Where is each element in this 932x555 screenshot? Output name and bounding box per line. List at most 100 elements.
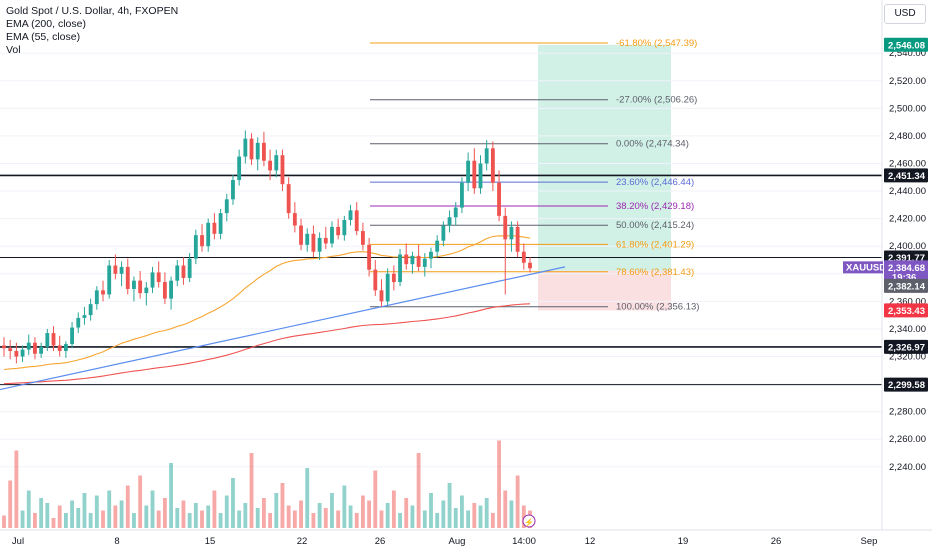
candle-body — [317, 237, 322, 252]
time-axis: Jul 8 15 22 26 Aug 14:00 12 19 26 Sep ⚡ — [0, 514, 932, 547]
target-price-tag — [884, 37, 928, 52]
volume-bar — [33, 513, 37, 528]
price-tick-label: 2,420.00 — [889, 214, 926, 225]
volume-bar — [379, 510, 384, 528]
candle-body — [70, 327, 74, 345]
legend-ema200[interactable]: EMA (200, close) — [6, 18, 86, 30]
candle-body — [515, 226, 520, 252]
volume-bar — [515, 475, 520, 528]
volume-bars — [2, 440, 532, 528]
candle-body — [63, 344, 68, 351]
volume-bar — [261, 498, 266, 528]
ema55-line — [3, 235, 531, 371]
volume-bar — [181, 500, 186, 528]
volume-bar — [14, 450, 19, 528]
stop-price-tag-text: 2,353.43 — [888, 306, 925, 317]
candle-body — [398, 254, 402, 283]
candle-body — [82, 315, 87, 318]
fib-label: 61.80% (2,401.29) — [616, 239, 694, 250]
price-tick-label: 2,520.00 — [889, 76, 926, 87]
candle-body — [422, 258, 427, 267]
candle-body — [354, 210, 359, 232]
candle-body — [367, 244, 372, 270]
volume-bar — [63, 513, 68, 528]
candle-body — [138, 280, 143, 294]
time-tick-label: 19 — [678, 536, 689, 547]
volume-bar — [162, 498, 167, 528]
time-tick-label: 26 — [771, 536, 782, 547]
volume-bar — [88, 513, 93, 528]
candle-body — [224, 199, 229, 214]
countdown-text: 19:36 — [892, 272, 916, 283]
volume-bar — [76, 508, 81, 528]
candle-body — [472, 160, 477, 189]
time-tick-label: 8 — [114, 536, 119, 547]
candle-body — [528, 262, 532, 269]
candle-body — [212, 222, 217, 234]
volume-bar — [410, 505, 415, 528]
candle-body — [33, 342, 37, 354]
currency-button[interactable]: USD — [884, 4, 926, 24]
volume-bar — [311, 513, 316, 528]
candle-body — [299, 225, 303, 245]
legend-ema55[interactable]: EMA (55, close) — [6, 31, 81, 43]
time-tick-label: 22 — [297, 536, 308, 547]
volume-bar — [323, 508, 328, 528]
candle-body — [453, 207, 458, 218]
candle-body — [373, 269, 378, 291]
volume-bar — [336, 510, 341, 528]
candle-body — [391, 273, 396, 283]
candle-body — [441, 225, 446, 241]
candle-body — [410, 255, 415, 265]
candle-body — [509, 226, 514, 240]
legend-vol[interactable]: Vol — [6, 44, 21, 56]
ema-lines — [3, 235, 531, 385]
chart-legend: Gold Spot / U.S. Dollar, 4h, FXOPEN EMA … — [6, 5, 178, 57]
candle-body — [311, 233, 316, 252]
fib-label: -27.00% (2,506.26) — [616, 95, 697, 106]
candle-body — [169, 280, 174, 299]
volume-bar — [472, 503, 477, 528]
time-tick-label: Aug — [449, 536, 466, 547]
volume-bar — [218, 513, 223, 528]
candle-body — [404, 254, 409, 265]
volume-bar — [45, 503, 50, 528]
entry-price-tag — [884, 278, 928, 293]
candle-body — [429, 251, 433, 259]
price-tick-label: 2,460.00 — [889, 158, 926, 169]
volume-bar — [70, 500, 74, 528]
candle-body — [144, 287, 149, 294]
candle-body — [181, 265, 186, 278]
candle-body — [435, 240, 440, 252]
candle-body — [292, 213, 297, 226]
candle-body — [342, 220, 347, 236]
fib-label: 38.20% (2,429.18) — [616, 201, 694, 212]
time-tick-label: Sep — [861, 536, 878, 547]
time-tick-label: 15 — [205, 536, 216, 547]
candle-body — [125, 266, 130, 289]
profit-zone — [538, 44, 671, 271]
candle-body — [286, 184, 291, 214]
trendline — [0, 266, 566, 391]
candle-body — [249, 138, 254, 160]
price-tick-label: 2,480.00 — [889, 131, 926, 142]
volume-bar — [107, 490, 112, 528]
volume-bar — [175, 508, 180, 528]
candle-body — [156, 272, 161, 283]
volume-bar — [466, 510, 471, 528]
candle-body — [162, 282, 167, 299]
candle-body — [175, 265, 180, 281]
entry-price-tag-text: 2,382.14 — [888, 281, 926, 292]
volume-bar — [497, 440, 501, 528]
candle-body — [113, 265, 118, 274]
volume-bar — [299, 500, 303, 528]
volume-bar — [286, 505, 291, 528]
last-price-tag — [884, 260, 928, 283]
volume-bar — [280, 483, 285, 528]
candle-body — [39, 346, 44, 354]
volume-bar — [193, 503, 198, 528]
volume-bar — [51, 518, 56, 528]
volume-bar — [360, 495, 365, 528]
